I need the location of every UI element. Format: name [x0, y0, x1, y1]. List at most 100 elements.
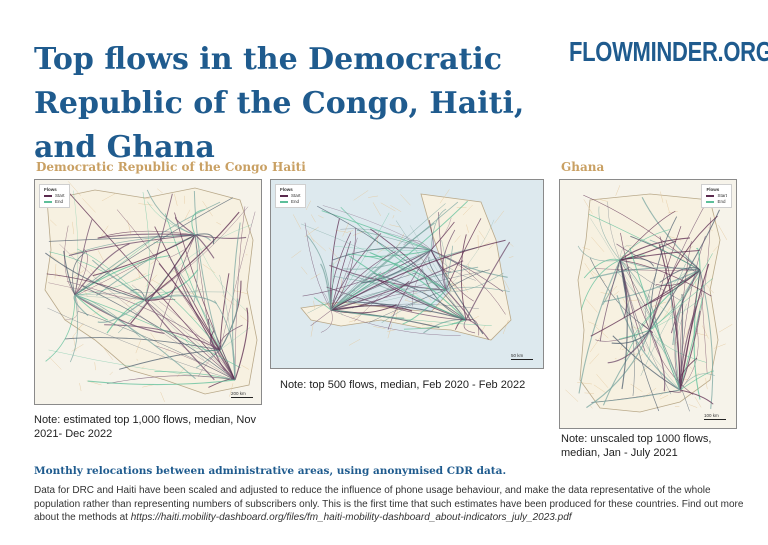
- scale-label: 100 km: [704, 412, 719, 418]
- admin-boundary: [582, 247, 591, 250]
- flow-line: [465, 319, 480, 336]
- flow-line: [669, 389, 682, 393]
- admin-boundary: [660, 191, 664, 203]
- admin-boundary: [305, 200, 311, 211]
- admin-boundary: [389, 224, 401, 228]
- admin-boundary: [373, 326, 386, 329]
- admin-boundary: [241, 365, 250, 370]
- flow-line: [194, 234, 209, 325]
- flow-line: [616, 295, 681, 391]
- admin-boundary: [593, 384, 606, 393]
- flow-line: [356, 229, 432, 251]
- flow-line: [144, 299, 226, 372]
- admin-boundary: [712, 246, 718, 252]
- flow-line: [184, 338, 221, 351]
- flow-line: [619, 229, 670, 261]
- flow-line: [583, 258, 621, 279]
- scale-bar: 50 km: [511, 353, 533, 360]
- flow-line: [403, 239, 432, 251]
- admin-boundary: [466, 224, 469, 233]
- scale-bar-line: [704, 418, 726, 420]
- flow-line: [144, 206, 249, 301]
- flow-line: [412, 249, 432, 307]
- flow-line: [219, 211, 256, 351]
- admin-boundary: [481, 325, 486, 332]
- flow-line: [445, 245, 454, 291]
- flow-line: [333, 245, 432, 251]
- admin-boundary: [135, 340, 141, 354]
- admin-boundary: [702, 325, 709, 339]
- admin-boundary: [684, 328, 689, 338]
- flow-line: [649, 239, 701, 271]
- flow-line: [330, 262, 334, 311]
- flow-line: [649, 329, 694, 395]
- map-label-haiti: Haiti: [272, 160, 306, 174]
- flow-line: [144, 295, 217, 304]
- admin-boundary: [662, 305, 672, 320]
- flow-line: [74, 294, 165, 334]
- flow-line: [619, 259, 656, 269]
- brand-logo[interactable]: FLOWMINDER.ORG: [569, 36, 768, 68]
- admin-boundary: [688, 404, 698, 408]
- admin-boundary: [630, 383, 643, 392]
- flow-line: [59, 244, 236, 381]
- map-haiti: Flows Start End 50 km: [270, 179, 544, 369]
- flow-line: [144, 211, 240, 301]
- map-legend: Flows Start End: [39, 184, 70, 208]
- admin-boundary: [694, 396, 702, 408]
- flow-line: [395, 220, 467, 321]
- admin-boundary: [665, 199, 670, 213]
- flow-line: [387, 249, 432, 330]
- flow-line: [428, 256, 447, 291]
- flow-line: [348, 301, 467, 321]
- admin-boundary: [368, 195, 379, 198]
- flow-line: [445, 289, 472, 322]
- flow-line: [77, 310, 236, 381]
- flow-line: [330, 309, 492, 326]
- flow-line: [598, 206, 621, 261]
- admin-boundary: [94, 362, 96, 371]
- flow-line: [649, 216, 678, 331]
- flow-line: [330, 203, 446, 311]
- flow-line: [68, 234, 196, 257]
- scale-bar: 100 km: [704, 412, 726, 420]
- admin-boundary: [504, 280, 510, 291]
- map-drc: Flows Start End 200 km: [34, 179, 262, 405]
- flow-line: [649, 329, 707, 363]
- admin-boundary: [615, 185, 621, 196]
- admin-boundary: [184, 209, 191, 220]
- admin-boundary: [614, 358, 617, 360]
- flow-line: [330, 305, 413, 312]
- flow-line: [75, 234, 196, 296]
- legend-end: End: [706, 199, 727, 205]
- flow-line: [153, 234, 196, 243]
- flow-line: [197, 349, 221, 377]
- flow-line: [352, 289, 447, 309]
- admin-boundary: [102, 345, 114, 361]
- admin-boundary: [307, 230, 315, 243]
- flow-line: [234, 206, 246, 381]
- admin-boundary: [596, 374, 609, 389]
- admin-boundary: [583, 199, 593, 214]
- flow-line: [320, 263, 332, 311]
- flow-line: [343, 249, 432, 270]
- flow-line: [430, 249, 476, 281]
- admin-boundary: [328, 247, 342, 262]
- flow-line: [430, 208, 447, 251]
- flow-line: [402, 289, 447, 325]
- flow-line: [74, 201, 221, 296]
- flow-line: [313, 297, 332, 311]
- flow-line: [679, 263, 710, 391]
- flow-line: [420, 272, 467, 321]
- methods-link[interactable]: https://haiti.mobility-dashboard.org/fil…: [130, 512, 572, 523]
- admin-boundary: [304, 226, 319, 237]
- flow-line: [699, 269, 714, 410]
- flow-line: [306, 235, 332, 311]
- flow-line: [340, 206, 447, 291]
- flow-line: [369, 289, 447, 323]
- flow-line: [679, 370, 715, 391]
- flow-line: [317, 205, 447, 291]
- legend-start-swatch: [280, 195, 288, 197]
- admin-boundary: [150, 332, 160, 346]
- flow-line: [649, 263, 686, 331]
